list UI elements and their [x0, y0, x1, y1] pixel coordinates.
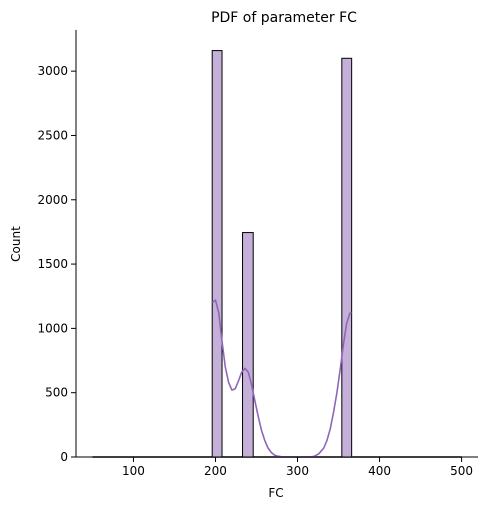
y-tick-label: 500 [45, 386, 68, 400]
plot-area: 100 200 300 400 500 0 500 1000 1500 2000 2500 3000 [37, 30, 478, 478]
x-tick-label: 100 [122, 464, 145, 478]
y-tick-label: 2500 [37, 128, 68, 142]
x-tick-label: 400 [368, 464, 391, 478]
kde-curve [211, 299, 352, 458]
chart-title: PDF of parameter FC [211, 10, 357, 26]
y-tick-label: 3000 [37, 64, 68, 78]
histogram-bar-3 [341, 57, 353, 458]
y-axis-label: Count [9, 226, 23, 262]
x-tick-label: 200 [204, 464, 227, 478]
y-tick-label: 1500 [37, 257, 68, 271]
x-axis-label: FC [268, 486, 283, 500]
x-tick-label: 300 [286, 464, 309, 478]
x-tick-label: 500 [450, 464, 473, 478]
histogram-bar-2 [242, 232, 254, 458]
y-tick-label: 1000 [37, 321, 68, 335]
y-tick-label: 0 [60, 450, 68, 464]
y-tick-label: 2000 [37, 193, 68, 207]
histogram-bar-1 [211, 50, 223, 458]
